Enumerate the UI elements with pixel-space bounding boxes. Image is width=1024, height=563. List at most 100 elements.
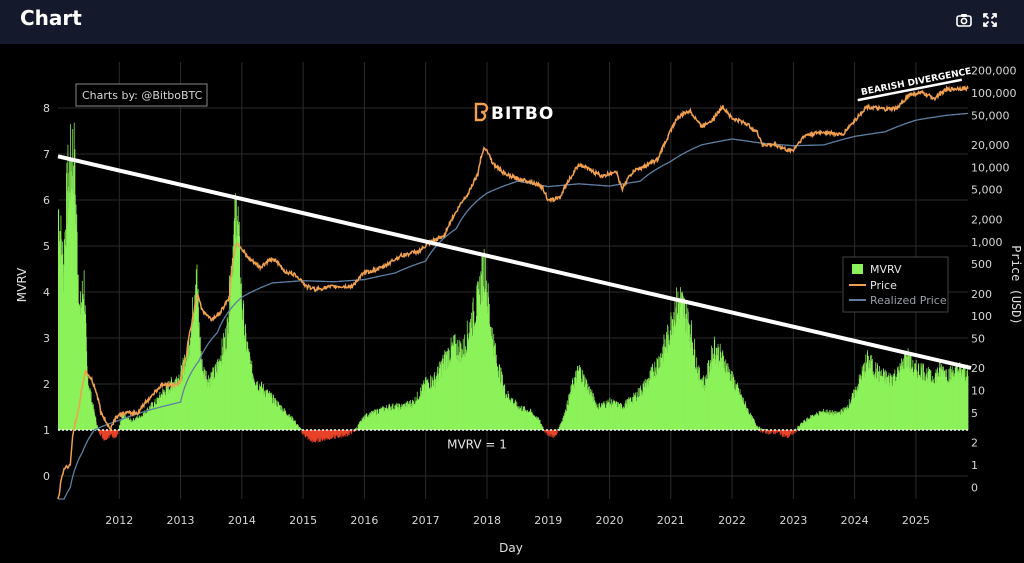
mvrv-bar-below [545,430,547,432]
mvrv-bar [760,428,762,430]
fullscreen-icon [983,13,997,27]
mvrv-bar-below [349,430,351,433]
mvrv-bar-below [556,430,558,434]
mvrv-bar-below [759,430,761,433]
grid [58,62,968,499]
y-left-tick-label: 0 [43,470,50,483]
mvrv-bar-below [776,430,778,434]
y-left-axis-label: MVRV [15,267,29,302]
legend-swatch-mvrv [852,264,863,274]
camera-icon [956,14,972,27]
x-tick-label: 2021 [657,514,685,527]
y-left-tick-label: 5 [43,240,50,253]
credit-text: Charts by: @BitboBTC [82,89,203,102]
x-tick-label: 2012 [105,514,133,527]
y-right-tick-label: 50,000 [971,109,1010,122]
mvrv-bar-below [765,430,766,434]
trendlines [57,78,972,370]
legend-item-mvrv: MVRV [870,263,902,276]
x-tick-label: 2017 [412,514,440,527]
mvrv-bar-below [98,430,100,433]
credit-box [75,83,208,107]
x-tick-label: 2018 [473,514,501,527]
y-right-tick-label: 0 [971,481,978,494]
mvrv-bar-below [301,430,303,434]
legend: MVRV Price Realized Price [842,256,949,313]
mvrv-bar [759,426,760,430]
y-right-tick-label: 2 [971,437,978,450]
mvrv-bar [757,426,759,430]
mvrv-bar-below [762,430,764,433]
y-left-tick-label: 4 [43,286,50,299]
realized-price-line [58,112,969,500]
y-right-tick-label: 200 [971,288,992,301]
watermark-text: BITBO [491,104,554,124]
bitbo-logo-icon [474,102,489,122]
mvrv-bar-below [760,430,762,432]
y-right-tick-label: 1 [971,459,978,472]
y-right-tick-label: 200,000 [971,64,1017,77]
y-right-tick-label: 10 [971,385,985,398]
x-tick-label: 2019 [534,514,562,527]
mvrv-bar [797,425,799,430]
mvrv-bar [967,375,969,430]
mvrv-bar-below [352,430,354,432]
mvrv-bar-below [110,430,111,436]
y-left-tick-label: 2 [43,378,50,391]
x-tick-label: 2014 [228,514,256,527]
y-right-tick-label: 5,000 [971,184,1003,197]
mvrv-bar-below [762,430,763,433]
y-left-tick-label: 7 [43,148,50,161]
chart-header: Chart [0,0,1024,45]
legend-item-realized-price: Realized Price [870,294,947,307]
y-right-tick-label: 1,000 [971,236,1003,249]
bitbo-logo: BITBO [474,102,554,124]
price-line [57,84,969,500]
divergence-line [857,78,963,102]
y-right-tick-label: 5 [971,407,978,420]
x-tick-label: 2016 [350,514,378,527]
mvrv-bar-below [544,430,546,434]
fullscreen-button[interactable] [979,9,1001,31]
x-tick-label: 2015 [289,514,317,527]
price-path [57,84,969,500]
mvrv-bar-below [355,430,357,431]
mvrv-bar-below [795,430,797,432]
mvrv-bar [299,427,301,430]
x-axis-label: Day [499,541,523,555]
y-right-tick-label: 100 [971,310,992,323]
mvrv-bar-below [770,430,772,434]
screenshot-button[interactable] [953,9,975,31]
mvrv-bar-below [794,430,796,434]
mvrv-bar [765,429,767,430]
y-left-tick-label: 6 [43,194,50,207]
mvrv-bar-below [793,430,795,435]
x-tick-label: 2024 [841,514,869,527]
mvrv-bar [764,429,766,430]
mvrv-bar-below [780,430,782,434]
mvrv-bar-below [556,430,557,436]
realized-price-path [58,112,969,500]
legend-item-price: Price [870,279,897,292]
x-tick-label: 2022 [718,514,746,527]
mvrv-bar [355,428,356,430]
page-title: Chart [20,6,82,30]
mvrv-bar [541,425,543,430]
mvrv-bar [356,427,357,430]
mvrv-trendline [57,154,972,370]
mvrv-bar-below [791,430,793,435]
mvrv-bar [301,429,302,430]
mvrv-bar [542,426,544,430]
mvrv-bar-below [117,430,119,435]
y-left-tick-label: 8 [43,102,50,115]
y-right-tick-label: 100,000 [971,87,1017,100]
mvrv-bar [298,426,299,430]
mvrv-bar [300,428,302,430]
mvrv-chart: 2012 2013 2014 2015 2016 2017 2018 2019 2020 2021… [15,62,1023,555]
y-right-tick-label: 10,000 [971,161,1010,174]
y-right-axis-label: Price (USD) [1009,245,1023,324]
y-right-tick-label: 20 [971,362,985,375]
y-right-tick-label: 20,000 [971,139,1010,152]
y-right-tick-label: 500 [971,258,992,271]
y-left-tick-label: 1 [43,424,50,437]
